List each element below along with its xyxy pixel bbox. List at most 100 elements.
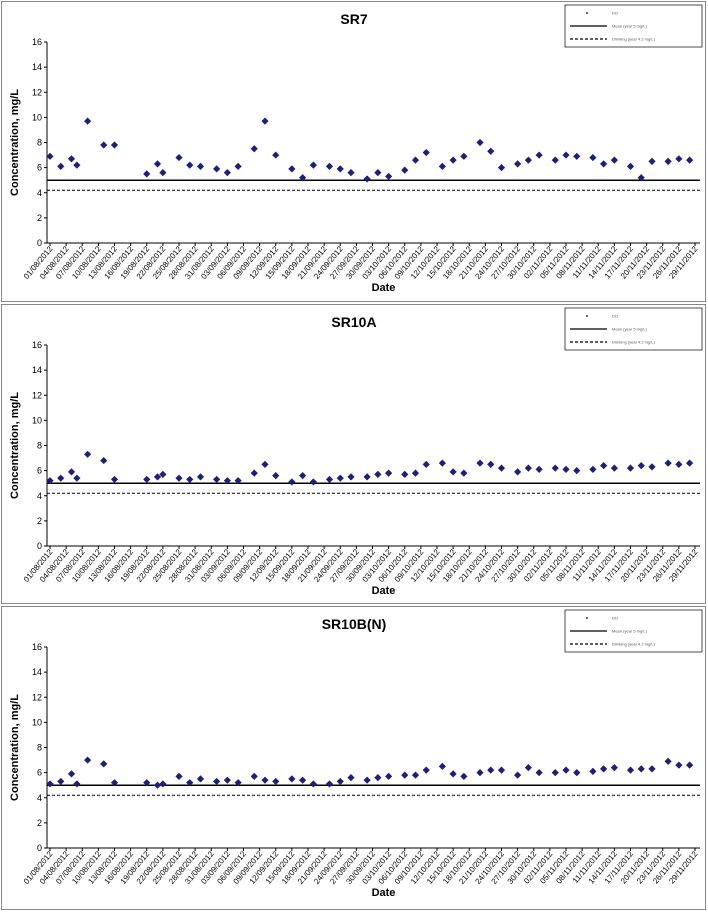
data-point	[84, 450, 92, 458]
data-point	[438, 162, 446, 170]
data-point	[411, 156, 420, 164]
data-point	[675, 155, 683, 163]
legend-entry-label: Mean (year 5 mg/L)	[612, 327, 648, 332]
data-point	[159, 780, 167, 788]
y-tick-label: 0	[37, 541, 42, 551]
data-point	[153, 160, 162, 168]
data-point	[196, 473, 205, 481]
data-point	[524, 464, 532, 472]
data-point	[272, 472, 280, 480]
data-point	[159, 470, 167, 478]
data-point	[535, 151, 543, 159]
y-tick-label: 2	[37, 818, 42, 828]
data-point	[535, 465, 543, 473]
data-point	[309, 161, 317, 169]
data-point	[363, 776, 371, 784]
data-point	[261, 776, 269, 784]
data-point	[411, 469, 420, 477]
data-point	[600, 462, 608, 470]
data-point	[524, 764, 532, 772]
data-point	[438, 459, 446, 467]
legend-marker-icon	[585, 616, 589, 620]
chart-panel-sr10bn: SR10B(N) 0 2 4 6 8 10 12 14 16 Concentration, mg/L…	[1, 606, 706, 910]
data-point	[686, 459, 694, 467]
data-point	[234, 477, 242, 485]
data-point	[648, 463, 656, 471]
legend-entry-label: Mean (year 5 mg/L)	[612, 24, 648, 29]
data-point	[514, 771, 522, 779]
x-axis-label: Date	[372, 585, 396, 597]
data-point	[637, 462, 645, 470]
data-point	[551, 464, 559, 472]
data-point	[524, 156, 532, 164]
legend-entry-label: Drinking (year 4.2 mg/L)	[612, 37, 656, 42]
data-point	[110, 141, 119, 149]
x-axis-label: Date	[372, 887, 396, 899]
data-point	[637, 174, 645, 182]
data-point	[67, 155, 76, 163]
data-point	[309, 780, 317, 788]
data-point	[67, 770, 76, 778]
y-tick-label: 8	[37, 138, 42, 148]
y-tick-label: 6	[37, 163, 42, 173]
data-point	[374, 169, 382, 177]
chart-sr10bn: SR10B(N) 0 2 4 6 8 10 12 14 16 Concentration, mg/L…	[9, 609, 703, 899]
data-point	[213, 165, 221, 173]
data-point	[476, 138, 484, 147]
data-point	[460, 469, 468, 477]
y-tick-label: 2	[37, 213, 42, 223]
data-point	[600, 765, 608, 773]
data-point	[143, 779, 151, 787]
data-point	[497, 766, 506, 774]
data-point	[272, 151, 280, 159]
data-point	[626, 766, 635, 774]
data-point	[401, 166, 409, 174]
data-point	[336, 474, 344, 482]
y-axis-label: Concentration, mg/L	[9, 392, 21, 499]
data-point	[449, 156, 457, 164]
data-point	[589, 153, 597, 162]
y-tick-label: 0	[37, 238, 42, 248]
data-point	[460, 772, 468, 780]
data-point	[438, 762, 446, 770]
data-point	[637, 765, 645, 773]
y-tick-label: 4	[37, 793, 42, 803]
y-tick-label: 4	[37, 491, 42, 501]
y-tick-label: 12	[32, 87, 42, 97]
data-point	[385, 172, 393, 181]
data-point	[325, 475, 334, 484]
data-point	[223, 477, 231, 485]
data-point	[336, 777, 344, 786]
data-point	[57, 474, 65, 482]
data-point	[73, 474, 81, 482]
chart-panel-sr7: SR7 0 2 4 6 8 10 12 14 16 Concentration, mg/L 01/08…	[1, 1, 706, 302]
y-axis-label: Concentration, mg/L	[9, 89, 21, 196]
data-point	[186, 161, 194, 169]
data-point	[234, 779, 242, 787]
data-point	[664, 757, 672, 765]
y-tick-label: 14	[32, 667, 42, 677]
data-point	[261, 117, 269, 125]
data-point	[250, 772, 258, 780]
data-point	[100, 141, 108, 149]
data-point	[100, 760, 108, 768]
y-tick-label: 12	[32, 390, 42, 400]
y-tick-label: 2	[37, 516, 42, 526]
y-tick-label: 10	[32, 415, 42, 425]
data-point	[497, 164, 506, 172]
data-point	[589, 767, 597, 775]
data-point	[535, 769, 543, 777]
data-point	[385, 772, 393, 780]
x-axis-label: Date	[372, 282, 396, 294]
data-point	[57, 777, 65, 786]
y-tick-label: 10	[32, 112, 42, 122]
y-tick-label: 14	[32, 62, 42, 72]
data-point	[143, 475, 151, 484]
y-tick-label: 16	[32, 642, 42, 652]
chart-title: SR10A	[331, 314, 376, 330]
data-point	[299, 472, 307, 480]
data-point	[261, 460, 269, 468]
data-point	[610, 156, 618, 164]
